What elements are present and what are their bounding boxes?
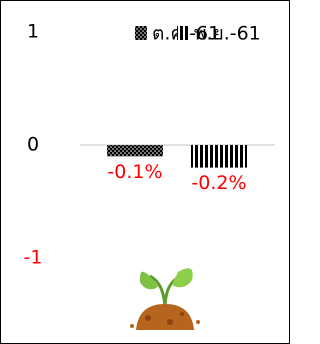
data-label: -0.1% — [107, 161, 162, 183]
y-tick-label: -1 — [24, 247, 43, 269]
page: 10-1ต.ค.-61-0.1%พ.ย.-61-0.2% {"chart_dat… — [0, 0, 320, 344]
legend-swatch — [135, 26, 147, 40]
bar — [107, 145, 163, 156]
y-tick-label: 1 — [27, 21, 39, 43]
legend-label: พ.ย.-61 — [194, 23, 261, 45]
data-label: -0.2% — [191, 172, 246, 194]
y-tick-label: 0 — [27, 134, 39, 156]
chart: 10-1ต.ค.-61-0.1%พ.ย.-61-0.2% — [0, 0, 290, 344]
legend-swatch — [177, 26, 189, 40]
bar — [191, 145, 247, 168]
